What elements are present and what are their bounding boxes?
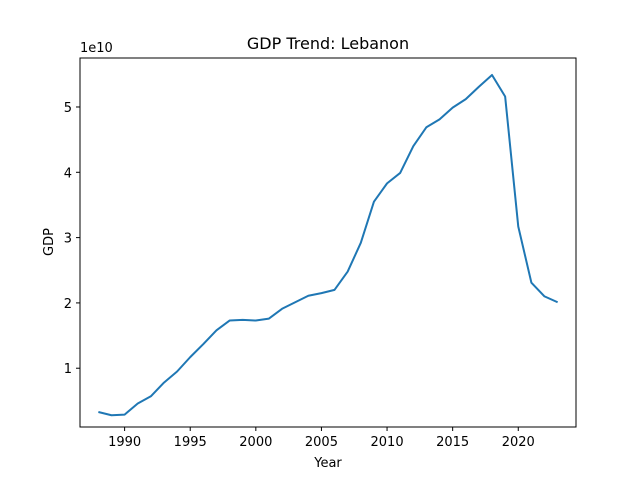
- x-tick-label: 2000: [239, 435, 272, 450]
- x-axis-title: Year: [313, 456, 342, 471]
- y-axis-title: GDP: [42, 228, 57, 256]
- x-tick-label: 1990: [108, 435, 141, 450]
- y-axis-ticks: 1 2 3 4 5: [64, 101, 80, 377]
- y-tick-label: 3: [64, 232, 72, 247]
- y-offset-label: 1e10: [80, 41, 113, 56]
- x-tick-label: 2015: [436, 435, 469, 450]
- x-tick-label: 2005: [305, 435, 338, 450]
- x-tick-label: 2020: [502, 435, 535, 450]
- x-tick-label: 2010: [371, 435, 404, 450]
- y-tick-label: 2: [64, 297, 72, 312]
- y-tick-label: 1: [64, 362, 72, 377]
- chart-title: GDP Trend: Lebanon: [247, 34, 409, 53]
- gdp-series-line: [98, 73, 559, 417]
- x-axis-ticks: 1990 1995 2000 2005 2010 2015 2020: [108, 427, 535, 450]
- y-tick-label: 5: [64, 101, 72, 116]
- x-tick-label: 1995: [174, 435, 207, 450]
- gdp-data-points: [98, 74, 558, 416]
- y-tick-label: 4: [64, 166, 72, 181]
- plot-area-frame: [79, 57, 577, 428]
